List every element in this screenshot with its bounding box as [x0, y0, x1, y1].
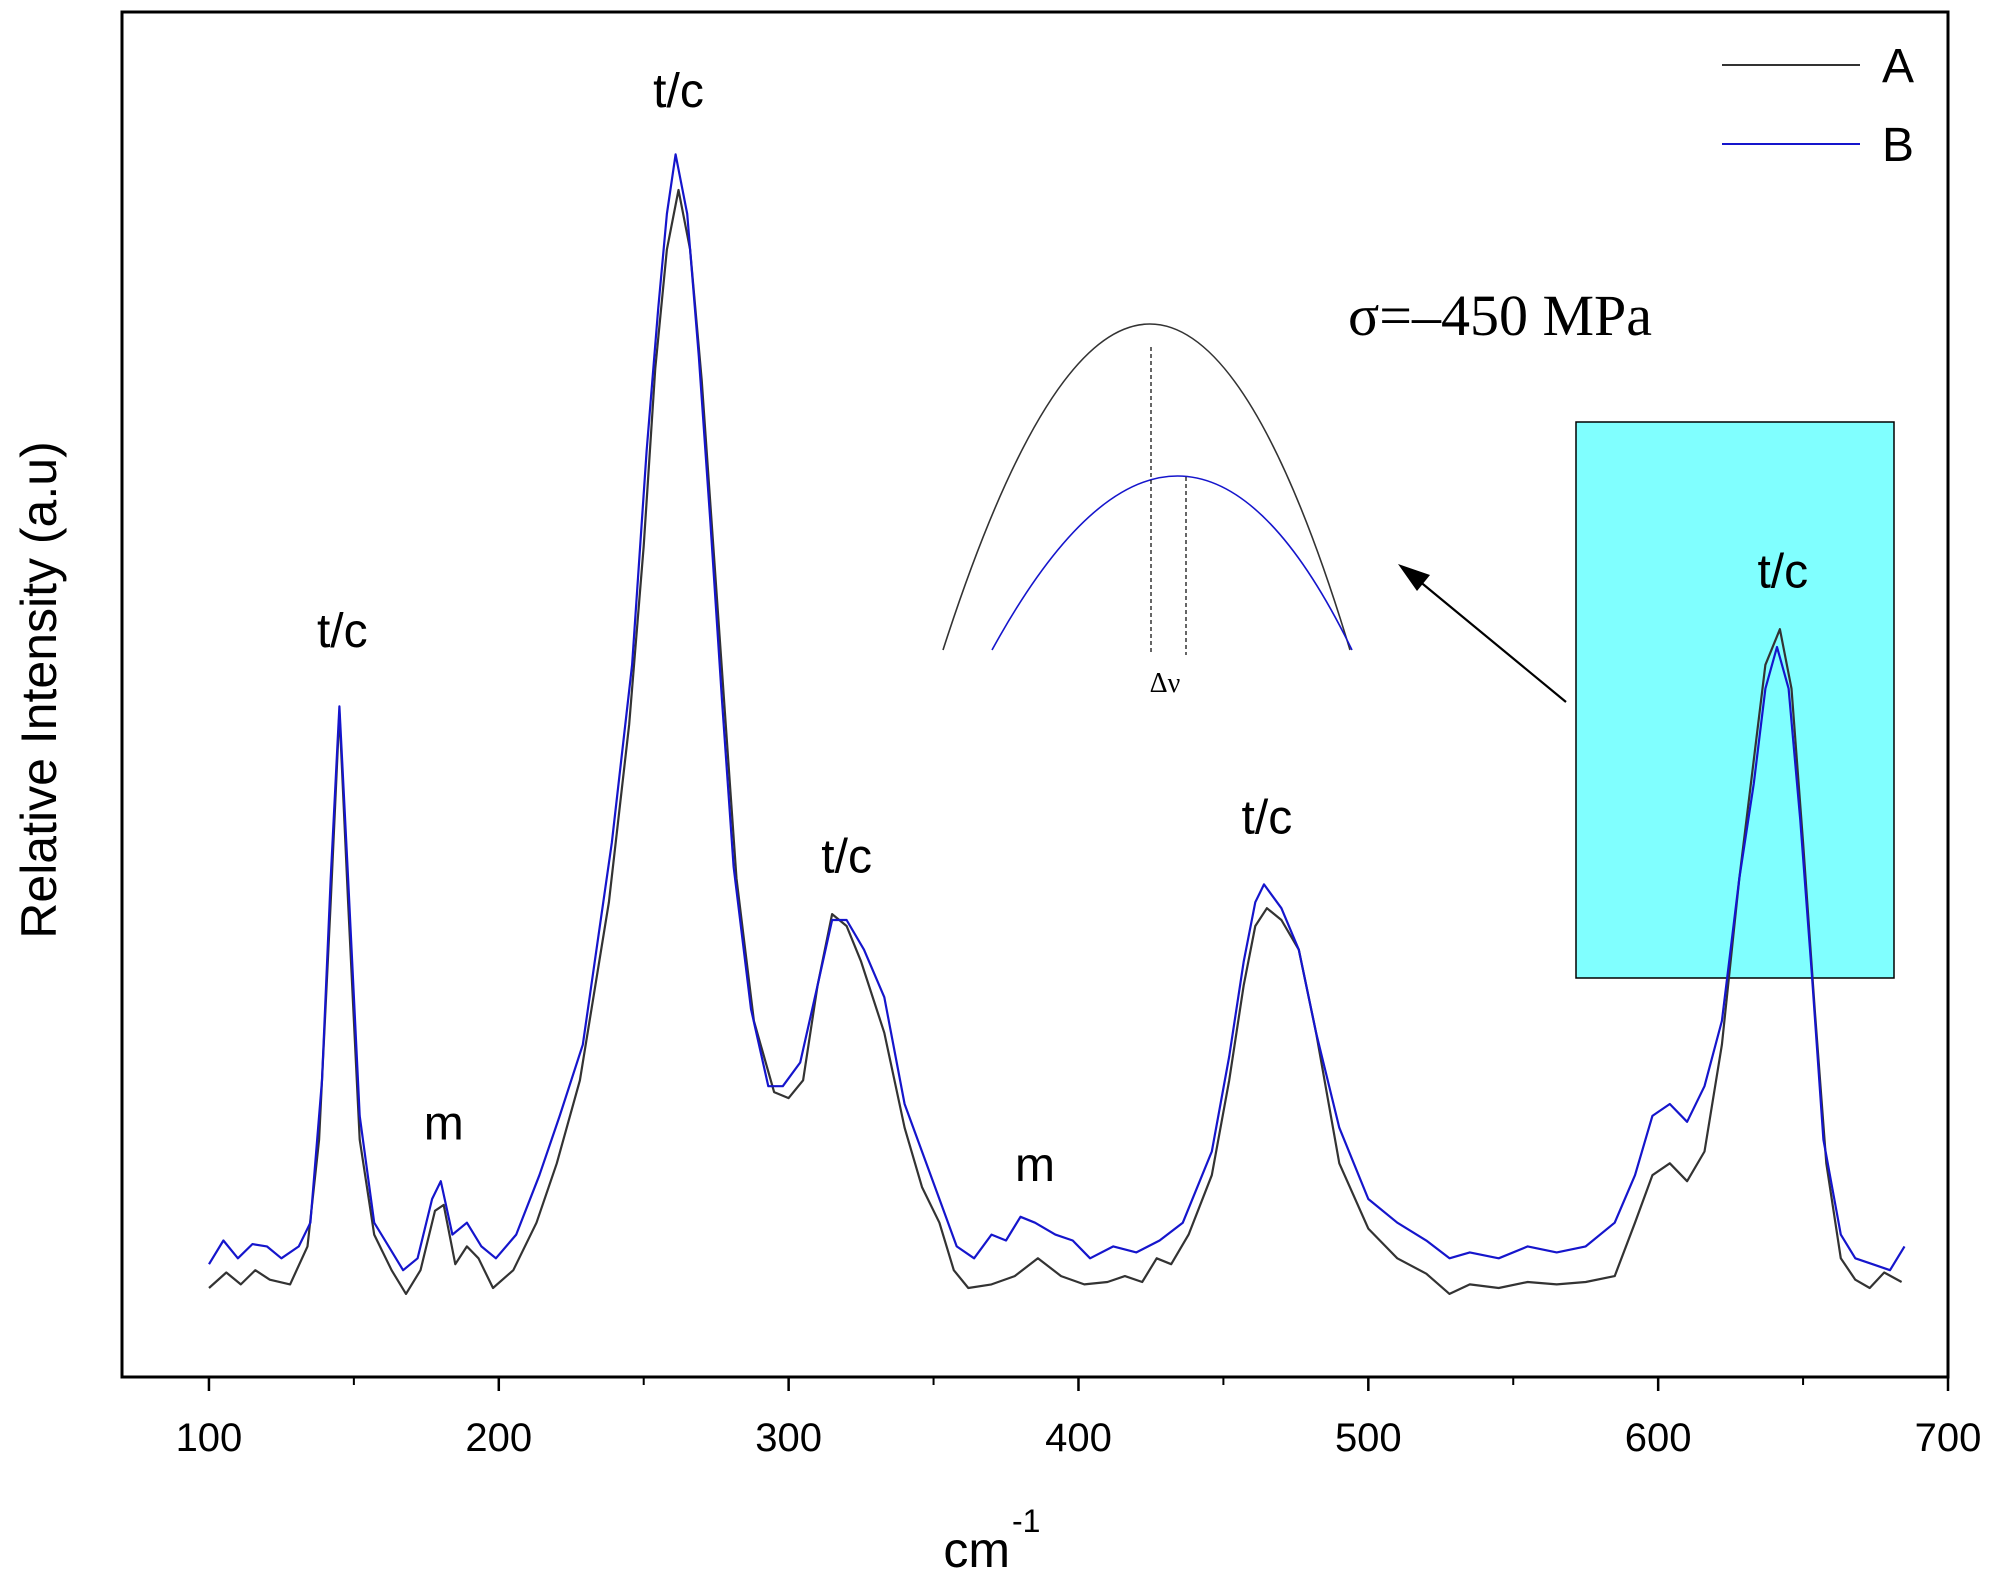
x-tick-label: 300 — [755, 1416, 822, 1460]
peak-label: m — [424, 1098, 464, 1151]
x-tick-label: 200 — [465, 1416, 532, 1460]
legend: A B — [1722, 40, 1914, 172]
y-axis-label: Relative Intensity (a.u) — [11, 441, 67, 938]
inset-delta-nu-label: Δν — [1150, 668, 1181, 699]
series-line-b — [208, 153, 1906, 1272]
x-tick-label: 700 — [1915, 1416, 1982, 1460]
pointer-arrow — [1398, 564, 1567, 703]
x-axis-label: cm — [943, 1522, 1010, 1578]
x-tick-label: 600 — [1625, 1416, 1692, 1460]
inset-curve-b — [991, 475, 1353, 651]
x-tick-label: 100 — [176, 1416, 243, 1460]
legend-label-b: B — [1882, 119, 1914, 172]
peak-labels: t/c m t/c t/c m t/c t/c — [317, 65, 1808, 1192]
peak-label: m — [1015, 1139, 1055, 1192]
x-tick-label: 500 — [1335, 1416, 1402, 1460]
x-axis-label-superscript: -1 — [1012, 1503, 1040, 1539]
x-axis-ticks: 100 200 300 400 500 600 700 — [176, 1377, 1982, 1460]
series-layer — [208, 153, 1906, 1295]
peak-label: t/c — [1757, 546, 1808, 599]
x-tick-label: 400 — [1045, 1416, 1112, 1460]
legend-label-a: A — [1882, 40, 1914, 93]
inset-curve-a — [942, 323, 1351, 651]
series-line-a — [208, 188, 1903, 1295]
peak-label: t/c — [653, 65, 704, 118]
peak-label: t/c — [317, 605, 368, 658]
peak-label: t/c — [1242, 791, 1293, 844]
peak-shift-inset: Δν — [942, 323, 1353, 699]
stress-annotation: σ=–450 MPa — [1348, 283, 1652, 348]
peak-label: t/c — [821, 831, 872, 884]
plot-frame — [120, 10, 1950, 1379]
highlight-box — [1575, 421, 1895, 979]
